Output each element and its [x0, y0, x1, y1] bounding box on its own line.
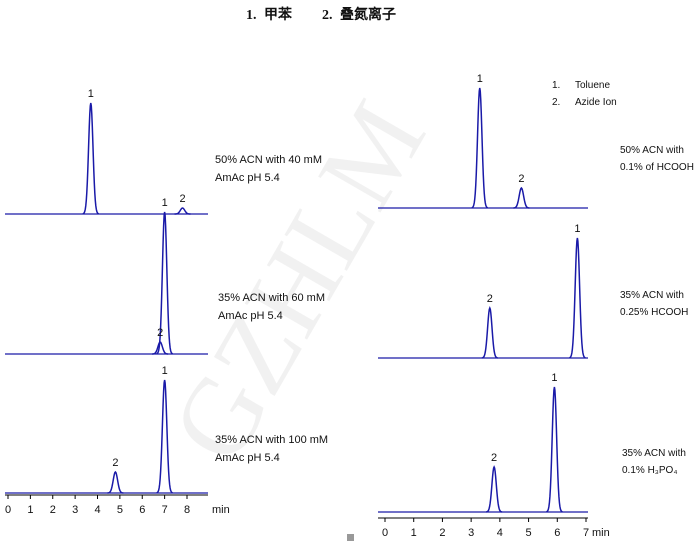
x-tick-label: 7: [583, 527, 589, 539]
condition: 50% ACN with: [620, 145, 684, 156]
peak-label: 1: [88, 88, 94, 100]
title: 甲苯: [264, 6, 293, 23]
peak: [471, 87, 489, 209]
x-tick-label: 1: [411, 527, 417, 539]
watermark: GZHLM: [147, 82, 448, 482]
x-tick-label: 4: [94, 504, 100, 516]
x-tick-label: 5: [117, 504, 123, 516]
condition: AmAc pH 5.4: [218, 310, 283, 322]
marker: [347, 534, 354, 541]
x-tick-label: 0: [5, 504, 11, 516]
peak: [152, 341, 169, 355]
x-unit: min: [212, 504, 230, 516]
title: 2.: [322, 8, 333, 23]
peak-label: 2: [487, 293, 493, 305]
peak-label: 2: [157, 327, 163, 339]
peak: [174, 207, 191, 215]
peak-label: 1: [477, 73, 483, 85]
legend-label: Toluene: [575, 80, 610, 91]
legend-number: 2.: [552, 97, 560, 108]
peak: [156, 211, 173, 355]
peak-label: 2: [179, 193, 185, 205]
peak-label: 2: [518, 173, 524, 185]
x-tick-label: 6: [554, 527, 560, 539]
peak: [107, 470, 124, 494]
condition: 35% ACN with 100 mM: [215, 434, 328, 446]
peak-label: 2: [491, 452, 497, 464]
peak: [513, 186, 530, 209]
condition: 35% ACN with: [620, 290, 684, 301]
title: 叠氮离子: [340, 6, 396, 23]
condition: 0.1% H₃PO₄: [622, 465, 677, 476]
x-tick-label: 4: [497, 527, 503, 539]
condition: 50% ACN with 40 mM: [215, 154, 322, 166]
x-tick-label: 1: [27, 504, 33, 516]
peak: [486, 465, 503, 513]
x-unit: min: [592, 527, 610, 539]
x-tick-label: 2: [439, 527, 445, 539]
condition: 35% ACN with: [622, 448, 686, 459]
x-tick-label: 3: [72, 504, 78, 516]
condition: 0.1% of HCOOH: [620, 162, 694, 173]
peak-label: 1: [162, 365, 168, 377]
peak: [481, 305, 498, 359]
x-tick-label: 0: [382, 527, 388, 539]
peak-label: 1: [551, 372, 557, 384]
legend-number: 1.: [552, 80, 560, 91]
legend-label: Azide Ion: [575, 97, 617, 108]
x-tick-label: 3: [468, 527, 474, 539]
peak: [546, 386, 563, 513]
x-tick-label: 2: [50, 504, 56, 516]
peak: [82, 102, 100, 215]
x-tick-label: 8: [184, 504, 190, 516]
title: 1.: [246, 8, 257, 23]
peak-label: 1: [574, 223, 580, 235]
peak: [156, 379, 173, 494]
condition: 35% ACN with 60 mM: [218, 292, 325, 304]
peak-label: 1: [162, 197, 168, 209]
peak: [569, 237, 586, 359]
condition: AmAc pH 5.4: [215, 172, 280, 184]
condition: 0.25% HCOOH: [620, 307, 688, 318]
x-tick-label: 7: [162, 504, 168, 516]
peak-label: 2: [112, 457, 118, 469]
x-tick-label: 5: [526, 527, 532, 539]
x-tick-label: 6: [139, 504, 145, 516]
condition: AmAc pH 5.4: [215, 452, 280, 464]
